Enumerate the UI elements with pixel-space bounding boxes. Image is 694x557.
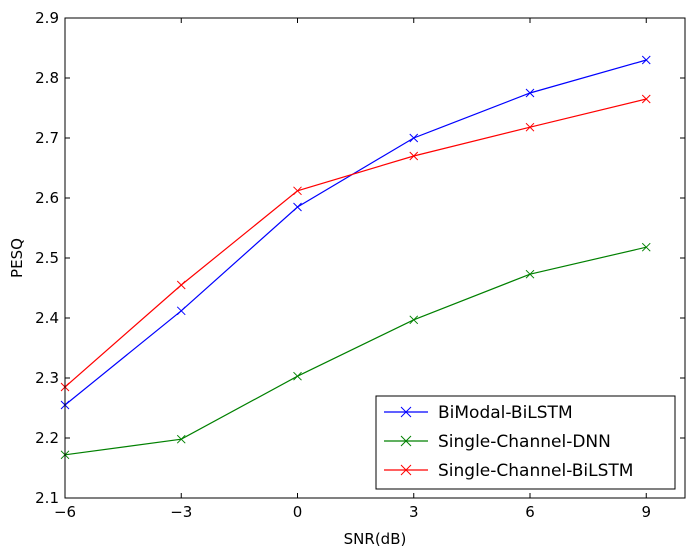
marker-stroke [176, 306, 186, 316]
series-line [64, 59, 647, 406]
x-tick-label: 0 [293, 503, 303, 521]
y-tick-label: 2.4 [35, 309, 59, 327]
series-single-channel-bilstm [60, 94, 651, 392]
x-axis-label: SNR(dB) [344, 530, 407, 548]
data-point [525, 269, 535, 279]
axis-ticks: −6 −3 0 3 6 9 2.1 2.2 2.3 2.4 2.5 2.6 2.7 2.8 2.9 [35, 9, 685, 521]
marker-stroke [400, 464, 412, 476]
series-bimodal-bilstm [60, 55, 651, 410]
data-point [641, 55, 651, 65]
y-tick-label: 2.9 [35, 9, 59, 27]
x-tick-label: −3 [170, 503, 192, 521]
marker-stroke [293, 371, 302, 381]
y-tick-label: 2.7 [35, 129, 59, 147]
marker-stroke [641, 55, 651, 65]
plot-area [60, 55, 651, 460]
y-axis-label: PESQ [8, 238, 26, 278]
data-point [641, 94, 651, 104]
x-tick-label: 6 [525, 503, 535, 521]
data-point [400, 406, 412, 418]
legend-item: Single-Channel-DNN [384, 432, 611, 452]
marker-stroke [525, 122, 535, 132]
marker-stroke [409, 133, 419, 143]
marker-stroke [409, 315, 419, 325]
data-point [641, 242, 651, 252]
data-point [409, 315, 419, 325]
series-line [64, 246, 647, 456]
y-tick-label: 2.5 [35, 249, 59, 267]
y-tick-label: 2.1 [35, 489, 59, 507]
marker-stroke [525, 269, 535, 279]
marker-stroke [525, 88, 535, 98]
legend-label: Single-Channel-BiLSTM [438, 461, 633, 481]
x-tick-label: 3 [409, 503, 419, 521]
x-tick-label: −6 [54, 503, 76, 521]
marker-stroke [293, 202, 302, 212]
data-point [525, 122, 535, 132]
x-tick-label: 9 [641, 503, 651, 521]
marker-stroke [641, 242, 651, 252]
data-point [409, 133, 419, 143]
data-point [293, 202, 302, 212]
legend-item: BiModal-BiLSTM [384, 403, 573, 423]
legend: BiModal-BiLSTM Single-Channel-DNN Single-C… [375, 395, 676, 490]
marker-stroke [176, 434, 186, 444]
legend-label: Single-Channel-DNN [438, 432, 611, 452]
y-tick-label: 2.2 [35, 429, 59, 447]
y-tick-label: 2.3 [35, 369, 59, 387]
marker-stroke [293, 186, 302, 196]
marker-stroke [641, 94, 651, 104]
data-point [525, 88, 535, 98]
data-point [409, 151, 419, 161]
legend-item: Single-Channel-BiLSTM [384, 461, 633, 481]
legend-label: BiModal-BiLSTM [438, 403, 573, 423]
data-point [400, 464, 412, 476]
marker-stroke [176, 280, 186, 290]
data-point [293, 186, 302, 196]
series-line [64, 98, 647, 388]
marker-stroke [400, 435, 412, 447]
data-point [400, 435, 412, 447]
y-tick-label: 2.6 [35, 189, 59, 207]
series-single-channel-dnn [60, 242, 651, 460]
data-point [176, 434, 186, 444]
data-point [176, 306, 186, 316]
data-point [293, 371, 302, 381]
marker-stroke [400, 406, 412, 418]
marker-stroke [409, 151, 419, 161]
data-point [176, 280, 186, 290]
y-tick-label: 2.8 [35, 69, 59, 87]
